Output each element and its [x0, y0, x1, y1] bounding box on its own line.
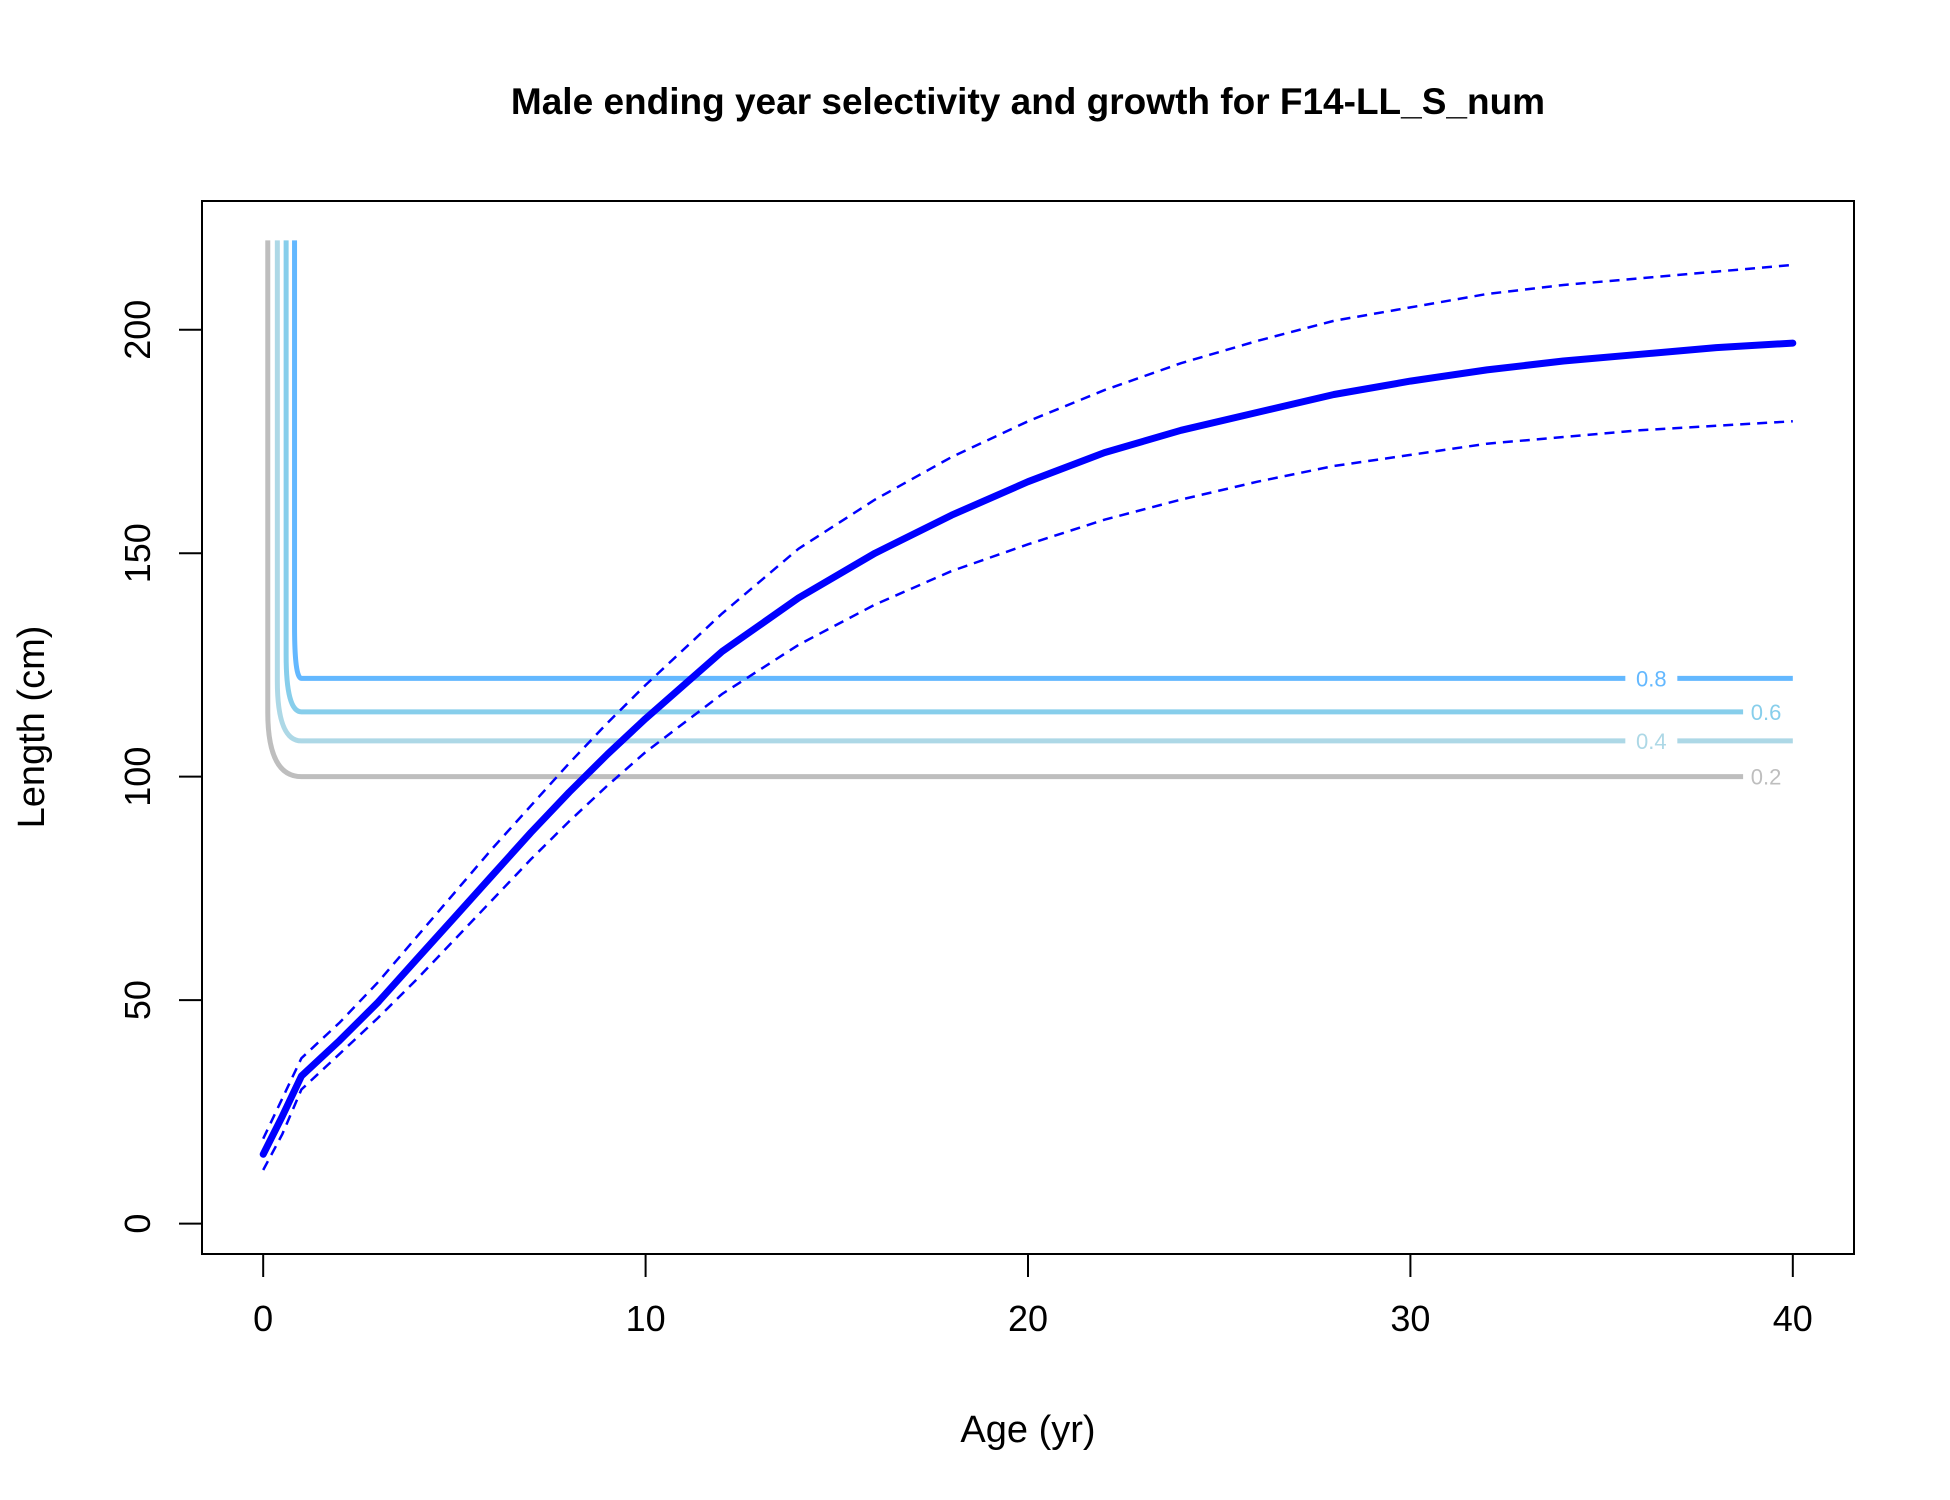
y-tick-label: 200 — [117, 300, 158, 360]
contour-line-0.6 — [283, 240, 1744, 715]
y-axis: 0 50 100 150 200 — [117, 300, 203, 1234]
x-tick-label: 20 — [1008, 1298, 1048, 1339]
y-tick-label: 100 — [117, 747, 158, 807]
y-axis-label: Length (cm) — [11, 626, 53, 829]
selectivity-contours: 0.2 0.4 0.6 0.8 — [265, 240, 1793, 790]
contour-label-gap — [1625, 726, 1678, 755]
contour-label-0.8: 0.8 — [1636, 666, 1667, 691]
y-tick-label: 150 — [117, 523, 158, 583]
chart-title: Male ending year selectivity and growth … — [511, 81, 1545, 122]
x-tick-label: 10 — [626, 1298, 666, 1339]
y-tick-label: 50 — [117, 980, 158, 1020]
x-tick-label: 40 — [1773, 1298, 1813, 1339]
y-tick-label: 0 — [117, 1214, 158, 1234]
contour-label-0.2: 0.2 — [1751, 765, 1782, 790]
x-tick-label: 0 — [253, 1298, 273, 1339]
growth-mean-line — [259, 339, 1797, 1158]
growth-curves — [259, 263, 1797, 1171]
x-axis: 0 10 20 30 40 — [253, 1253, 1813, 1339]
x-axis-label: Age (yr) — [960, 1409, 1095, 1451]
x-tick-label: 30 — [1390, 1298, 1430, 1339]
growth-upper-ci — [262, 263, 1793, 1140]
contour-line-0.2 — [265, 240, 1744, 780]
contour-line-0.8 — [292, 240, 1793, 681]
contour-label-0.6: 0.6 — [1751, 700, 1782, 725]
growth-lower-ci — [262, 420, 1793, 1171]
contour-line-0.4 — [274, 240, 1793, 744]
contour-label-0.4: 0.4 — [1636, 729, 1667, 754]
contour-label-gap — [1625, 664, 1678, 693]
